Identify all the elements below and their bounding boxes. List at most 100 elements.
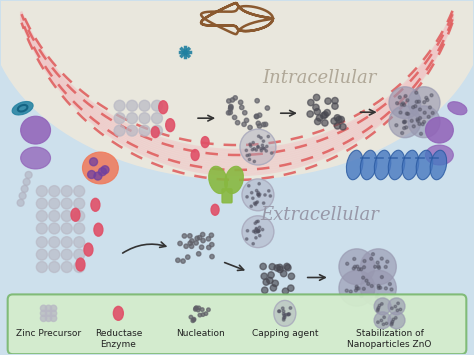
Circle shape <box>405 126 408 129</box>
Circle shape <box>260 263 266 270</box>
Circle shape <box>49 237 60 248</box>
Circle shape <box>261 144 264 146</box>
Circle shape <box>249 143 251 146</box>
Circle shape <box>262 140 264 142</box>
Circle shape <box>257 220 259 223</box>
Circle shape <box>415 100 418 103</box>
Circle shape <box>370 284 374 288</box>
Ellipse shape <box>402 150 419 180</box>
Circle shape <box>101 166 109 174</box>
Ellipse shape <box>201 137 209 148</box>
Circle shape <box>178 241 182 246</box>
Circle shape <box>36 262 47 273</box>
Circle shape <box>188 234 192 238</box>
Circle shape <box>363 266 365 269</box>
Circle shape <box>139 113 150 124</box>
Ellipse shape <box>388 150 405 180</box>
Text: Stabilization of
Nanoparticles ZnO: Stabilization of Nanoparticles ZnO <box>347 329 432 349</box>
Circle shape <box>258 226 261 229</box>
Circle shape <box>353 257 356 261</box>
Circle shape <box>265 150 267 152</box>
Circle shape <box>74 186 85 197</box>
Circle shape <box>94 172 102 180</box>
Circle shape <box>152 100 163 111</box>
Circle shape <box>383 295 386 299</box>
Circle shape <box>99 168 106 176</box>
Circle shape <box>246 154 248 157</box>
Ellipse shape <box>448 102 467 115</box>
Circle shape <box>61 262 72 273</box>
Circle shape <box>139 100 150 111</box>
Text: Capping agent: Capping agent <box>252 329 318 338</box>
Circle shape <box>74 262 85 273</box>
Circle shape <box>255 228 257 230</box>
Circle shape <box>355 289 357 292</box>
Circle shape <box>232 115 237 120</box>
Circle shape <box>255 149 257 151</box>
Circle shape <box>245 149 247 152</box>
Circle shape <box>251 148 254 151</box>
Circle shape <box>257 193 259 196</box>
Circle shape <box>114 100 125 111</box>
Circle shape <box>264 194 266 196</box>
Circle shape <box>256 201 258 203</box>
Circle shape <box>408 87 440 119</box>
Circle shape <box>412 125 415 128</box>
Circle shape <box>242 122 246 126</box>
Circle shape <box>391 320 394 323</box>
Circle shape <box>394 305 397 308</box>
Circle shape <box>61 198 72 209</box>
Circle shape <box>25 171 32 179</box>
Circle shape <box>367 282 370 285</box>
Circle shape <box>40 310 47 317</box>
Circle shape <box>384 287 387 290</box>
Circle shape <box>375 295 378 298</box>
Circle shape <box>392 318 395 321</box>
Circle shape <box>403 127 406 130</box>
Circle shape <box>253 230 255 233</box>
Circle shape <box>61 237 72 248</box>
Circle shape <box>380 257 383 260</box>
Circle shape <box>36 237 47 248</box>
Circle shape <box>384 266 387 268</box>
Circle shape <box>152 113 163 124</box>
Circle shape <box>265 145 268 148</box>
Circle shape <box>274 265 280 271</box>
Circle shape <box>189 315 193 319</box>
Circle shape <box>339 249 375 285</box>
Circle shape <box>50 310 57 317</box>
Circle shape <box>389 87 421 119</box>
Circle shape <box>188 241 192 245</box>
Ellipse shape <box>242 179 274 211</box>
Circle shape <box>388 298 405 315</box>
Circle shape <box>255 190 258 192</box>
Circle shape <box>21 185 28 192</box>
Circle shape <box>401 132 404 135</box>
Circle shape <box>260 147 262 150</box>
Circle shape <box>283 313 285 315</box>
Circle shape <box>238 100 243 104</box>
Circle shape <box>257 113 262 118</box>
Circle shape <box>324 109 330 116</box>
Circle shape <box>255 99 259 103</box>
Circle shape <box>192 317 196 321</box>
Circle shape <box>247 185 250 187</box>
Ellipse shape <box>346 150 363 180</box>
Circle shape <box>228 107 233 111</box>
Circle shape <box>340 124 346 130</box>
Circle shape <box>267 277 273 284</box>
Circle shape <box>283 317 285 320</box>
Circle shape <box>255 220 258 223</box>
Circle shape <box>258 193 261 196</box>
Circle shape <box>282 310 285 312</box>
Circle shape <box>258 229 260 232</box>
Circle shape <box>405 112 408 115</box>
Text: Intracellular: Intracellular <box>263 69 377 87</box>
Circle shape <box>360 249 396 285</box>
Circle shape <box>49 223 60 234</box>
Circle shape <box>228 105 233 110</box>
Circle shape <box>49 211 60 222</box>
Circle shape <box>356 265 359 268</box>
Circle shape <box>396 102 399 105</box>
Ellipse shape <box>12 102 33 115</box>
